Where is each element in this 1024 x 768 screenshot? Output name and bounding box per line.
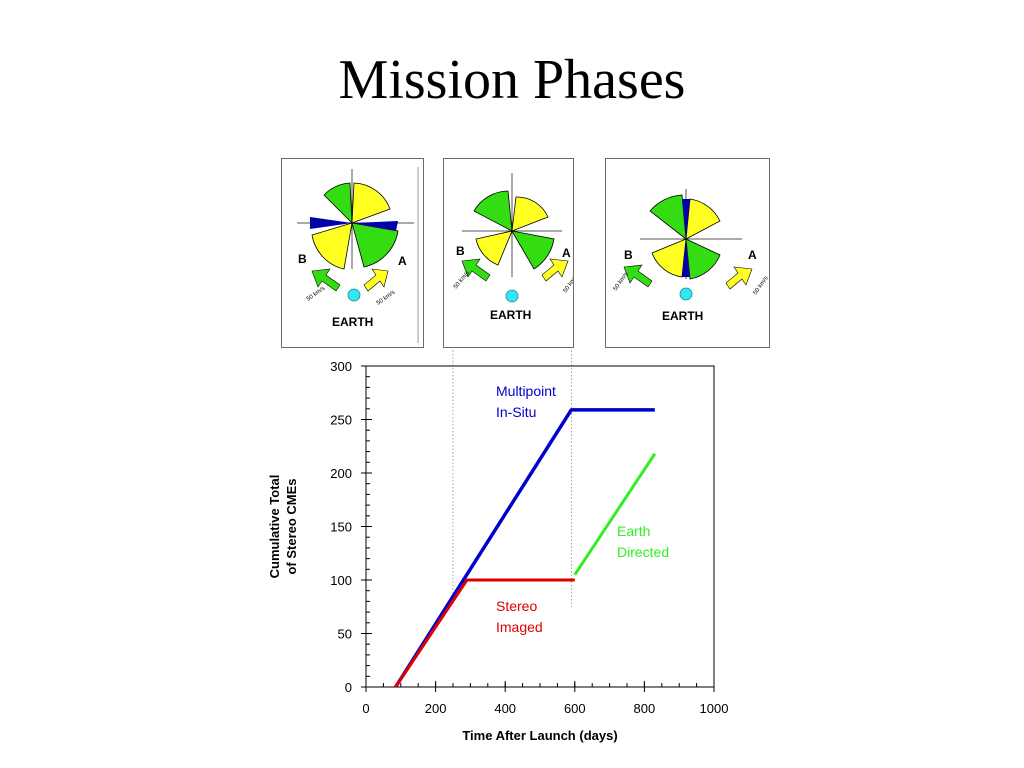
sector-blue-lower: [682, 239, 690, 277]
mission-phase-diagram-2: B A 50 km/s 50 km/s EARTH: [453, 173, 573, 322]
x-tick-label: 0: [362, 701, 369, 716]
series-earth-directed: [573, 452, 657, 576]
y-axis-title-line1: Cumulative Total: [267, 475, 282, 579]
slide-title: Mission Phases: [338, 49, 686, 111]
y-tick-label: 100: [330, 573, 352, 588]
series-multipoint-in-situ-label-line1: Multipoint: [496, 383, 556, 399]
arrow-b-icon: [623, 264, 653, 288]
spacecraft-b-label: B: [624, 248, 633, 262]
mission-phase-panel-3: B A 50 km/s 50 km/s EARTH: [605, 158, 770, 348]
y-tick-label: 0: [345, 680, 352, 695]
mission-phase-panel-1: B A 50 km/s 50 km/s EARTH: [281, 158, 424, 348]
mission-phase-diagram-3: B A 50 km/s 50 km/s EARTH: [613, 189, 769, 323]
sector-green-lower-right: [685, 238, 721, 280]
x-tick-label: 1000: [700, 701, 729, 716]
sector-yellow-lower-left: [311, 222, 353, 270]
series-multipoint-in-situ-label-line2: In-Situ: [496, 404, 536, 420]
vector-label-a: 50 km/s: [563, 273, 573, 294]
earth-icon: [679, 287, 693, 301]
mission-phase-panel-2: B A 50 km/s 50 km/s EARTH: [443, 158, 574, 348]
sector-blue-left: [310, 217, 352, 229]
x-tick-label: 800: [634, 701, 656, 716]
sector-blue-right: [352, 221, 398, 231]
earth-icon: [505, 289, 519, 303]
arrow-a-icon: [363, 268, 389, 292]
plot-frame: [365, 365, 715, 688]
x-tick-label: 400: [494, 701, 516, 716]
arrow-a-icon: [725, 266, 753, 290]
earth-icon: [347, 288, 361, 302]
earth-label: EARTH: [490, 308, 531, 322]
spacecraft-a-label: A: [398, 254, 407, 268]
x-tick-label: 200: [425, 701, 447, 716]
series-earth-directed-label-line2: Directed: [617, 544, 669, 560]
series-earth-directed-label-line1: Earth: [617, 523, 650, 539]
arrow-b-icon: [311, 268, 341, 292]
series-multipoint-in-situ: [394, 408, 655, 688]
sector-green-lower-right: [351, 222, 399, 268]
series-stereo-imaged: [394, 578, 575, 688]
arrow-b-icon: [461, 258, 491, 282]
earth-label: EARTH: [662, 309, 703, 323]
spacecraft-a-label: A: [562, 246, 571, 260]
sector-yellow-upper-right: [351, 182, 391, 224]
y-tick-label: 250: [330, 413, 352, 428]
y-tick-label: 200: [330, 466, 352, 481]
y-axis-title-line2: of Stereo CMEs: [284, 478, 299, 574]
y-tick-label: 300: [330, 359, 352, 374]
y-tick-label: 150: [330, 520, 352, 535]
spacecraft-b-label: B: [456, 244, 465, 258]
arrow-a-icon: [541, 258, 569, 282]
sector-yellow-upper-right: [685, 198, 721, 240]
earth-label: EARTH: [332, 315, 373, 329]
y-tick-label: 50: [338, 627, 352, 642]
sector-green-lower-right: [511, 230, 555, 270]
spacecraft-a-label: A: [748, 248, 757, 262]
sector-yellow-lower-left: [475, 230, 513, 266]
sector-yellow-upper-right: [511, 196, 549, 232]
sector-green-upper-left: [649, 194, 687, 240]
series-stereo-imaged-label-line1: Stereo: [496, 598, 537, 614]
sector-yellow-lower-left: [651, 238, 687, 278]
sector-blue-upper: [682, 199, 690, 239]
spacecraft-b-label: B: [298, 252, 307, 266]
x-axis-title: Time After Launch (days): [462, 728, 617, 743]
sector-green-upper-left: [323, 182, 353, 225]
sector-green-upper-left: [473, 190, 513, 232]
mission-phase-diagram-1: B A 50 km/s 50 km/s EARTH: [297, 167, 419, 343]
series-stereo-imaged-label-line2: Imaged: [496, 619, 543, 635]
x-tick-label: 600: [564, 701, 586, 716]
